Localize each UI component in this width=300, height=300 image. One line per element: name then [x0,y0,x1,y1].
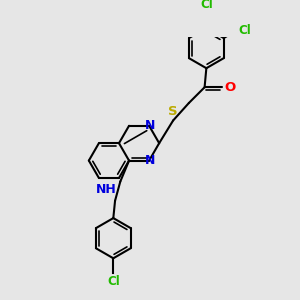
Text: N: N [144,119,155,132]
Text: Cl: Cl [200,0,213,11]
Text: S: S [168,105,178,118]
Text: Cl: Cl [107,275,120,288]
Text: O: O [225,81,236,94]
Text: Cl: Cl [238,24,251,37]
Text: N: N [144,154,155,166]
Text: NH: NH [96,183,117,196]
